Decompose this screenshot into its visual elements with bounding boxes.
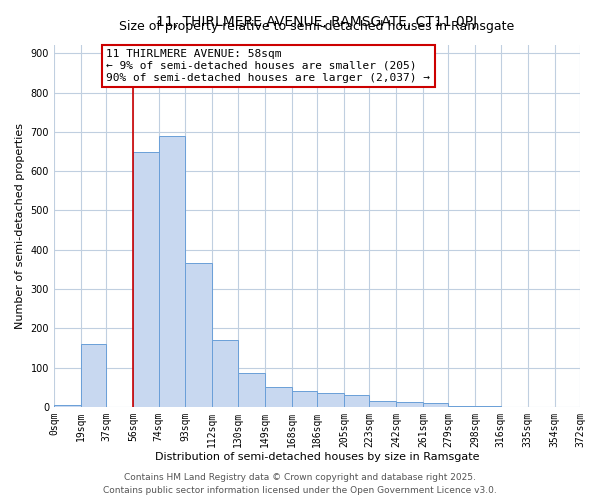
Title: 11, THIRLMERE AVENUE, RAMSGATE, CT11 0PJ: 11, THIRLMERE AVENUE, RAMSGATE, CT11 0PJ (157, 15, 478, 29)
X-axis label: Distribution of semi-detached houses by size in Ramsgate: Distribution of semi-detached houses by … (155, 452, 479, 462)
Y-axis label: Number of semi-detached properties: Number of semi-detached properties (15, 123, 25, 329)
Bar (423, 403, 448, 407)
Text: Size of property relative to semi-detached houses in Ramsgate: Size of property relative to semi-detach… (119, 20, 515, 33)
Text: 11 THIRLMERE AVENUE: 58sqm
← 9% of semi-detached houses are smaller (205)
90% of: 11 THIRLMERE AVENUE: 58sqm ← 9% of semi-… (106, 50, 430, 82)
Bar (54, 405, 81, 407)
Bar (448, 406, 475, 407)
Bar (133, 152, 158, 407)
Bar (317, 393, 344, 407)
Text: Contains HM Land Registry data © Crown copyright and database right 2025.
Contai: Contains HM Land Registry data © Crown c… (103, 474, 497, 495)
Bar (158, 136, 185, 407)
Bar (185, 264, 212, 407)
Bar (238, 374, 265, 407)
Bar (81, 344, 106, 407)
Bar (212, 340, 238, 407)
Bar (344, 395, 369, 407)
Bar (369, 401, 396, 407)
Bar (265, 387, 292, 407)
Bar (396, 402, 423, 407)
Bar (292, 391, 317, 407)
